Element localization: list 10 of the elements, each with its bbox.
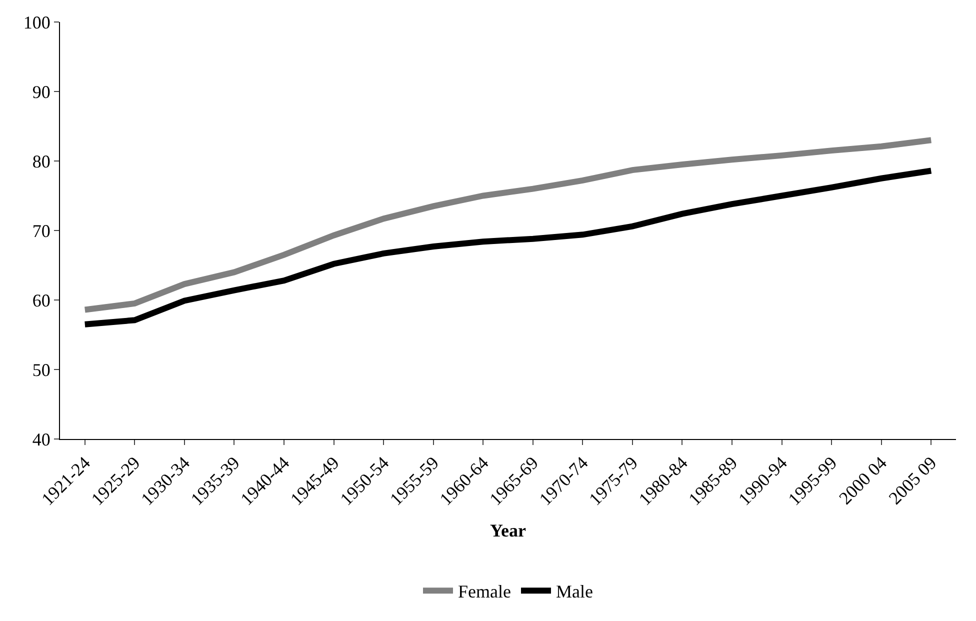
y-tick-label: 50 [32,360,50,380]
y-tick-label: 90 [32,82,50,102]
y-tick-label: 100 [23,12,50,32]
y-tick-label: 40 [32,429,50,450]
x-axis-title: Year [490,520,526,540]
y-tick-label: 60 [32,290,50,310]
legend-label: Male [556,582,593,602]
y-tick-label: 80 [32,151,50,172]
legend-label: Female [458,582,511,602]
y-tick-label: 70 [32,220,50,241]
